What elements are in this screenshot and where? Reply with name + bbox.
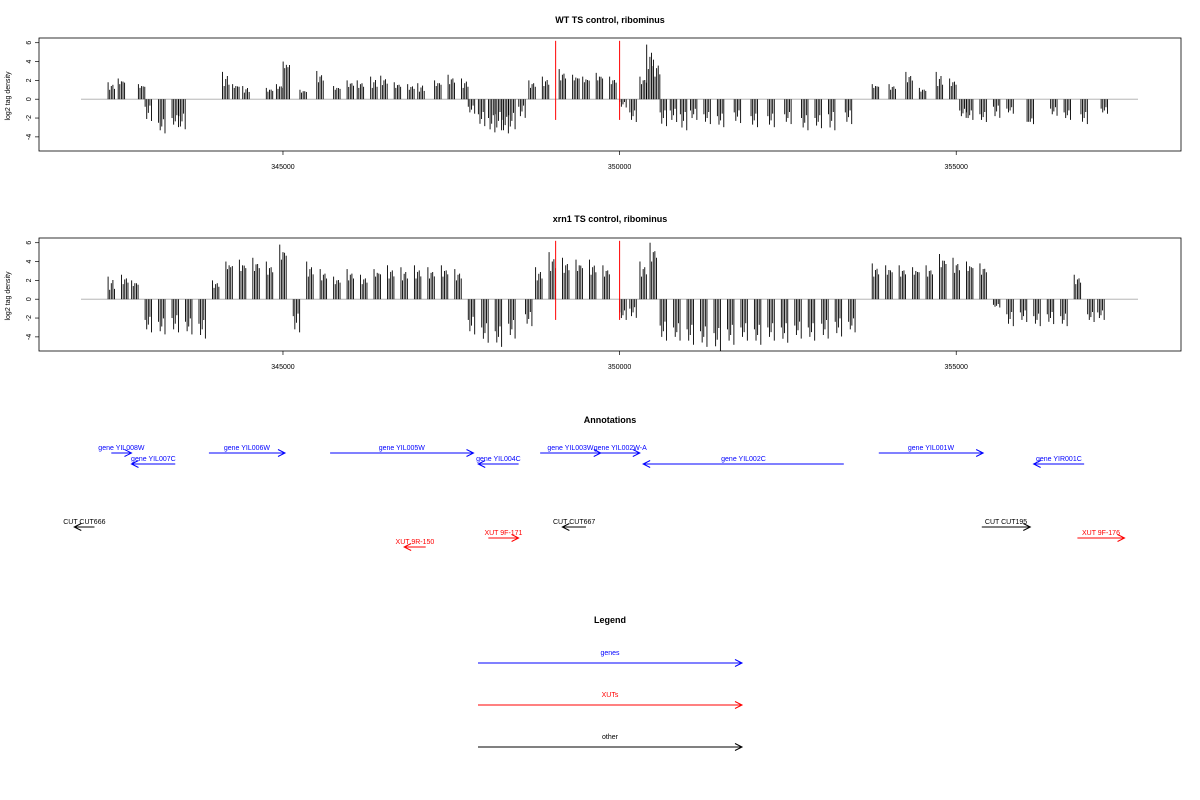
xrn1-markers	[555, 240, 621, 320]
xrn1-x-tick-label: 355000	[945, 364, 968, 371]
wt-x-tick-label: 350000	[608, 164, 631, 171]
feature-arrow-head	[1023, 523, 1032, 531]
xrn1-density-panel: xrn1 TS control, ribominus log2 tag dens…	[5, 214, 1182, 371]
legend-title: Legend	[594, 615, 626, 625]
legend-label: genes	[600, 650, 620, 657]
feature-label: gene YIL008W	[98, 445, 145, 452]
xrn1-y-tick-label: -4	[26, 334, 33, 340]
feature-label: CUT CUT666	[63, 519, 105, 526]
feature-arrow	[330, 449, 475, 457]
feature-arrow	[642, 460, 844, 468]
annotation-features: gene YIL008W gene YIL007C gene YIL006W gene…	[63, 445, 1126, 551]
wt-bars	[107, 44, 1108, 134]
feature-arrow	[130, 460, 176, 468]
feature-label: XUT 9R-150	[396, 539, 435, 546]
wt-y-tick-label: 4	[26, 59, 33, 63]
wt-y-ticks: -4 -2 0 2 4 6	[26, 41, 39, 140]
feature-label: CUT CUT667	[553, 519, 595, 526]
wt-x-ticks: 345000 350000 355000	[271, 151, 968, 171]
feature-label: gene YIR001C	[1036, 456, 1082, 463]
feature-label: gene YIL006W	[224, 445, 271, 452]
feature-label: gene YIL002W-A	[594, 445, 647, 452]
legend-arrow-head	[734, 701, 744, 709]
feature-label: CUT CUT195	[985, 519, 1027, 526]
feature-arrow-head	[277, 449, 287, 457]
wt-x-tick-label: 345000	[271, 164, 294, 171]
feature-arrow-head	[1117, 534, 1126, 542]
feature-arrow-head	[73, 523, 82, 531]
xrn1-y-tick-label: -2	[26, 315, 33, 321]
wt-panel-title: WT TS control, ribominus	[555, 15, 665, 25]
legend-items: genes XUTs other	[478, 650, 744, 751]
feature-arrow	[73, 523, 95, 531]
xrn1-y-tick-label: 4	[26, 259, 33, 263]
feature-label: gene YIL001W	[908, 445, 955, 452]
xrn1-y-ticks: -4 -2 0 2 4 6	[26, 241, 39, 340]
legend-label: XUTs	[602, 692, 619, 699]
xrn1-bars	[107, 242, 1105, 351]
feature-arrow	[1077, 534, 1126, 542]
feature-arrow-head	[403, 543, 412, 551]
feature-arrow	[111, 449, 133, 457]
feature-arrow	[488, 534, 520, 542]
annotations-title: Annotations	[584, 415, 637, 425]
xrn1-x-ticks: 345000 350000 355000	[271, 351, 968, 371]
feature-label: gene YIL007C	[131, 456, 176, 463]
feature-label: gene YIL003W	[547, 445, 594, 452]
feature-arrow	[981, 523, 1032, 531]
xrn1-x-tick-label: 350000	[608, 364, 631, 371]
feature-arrow	[477, 460, 519, 468]
feature-arrow-head	[1032, 460, 1041, 468]
xrn1-plot-frame	[38, 237, 1182, 352]
wt-density-panel: WT TS control, ribominus log2 tag densit…	[5, 15, 1182, 171]
feature-label: gene YIL004C	[476, 456, 521, 463]
xrn1-y-tick-label: 2	[26, 278, 33, 282]
wt-plot-frame	[38, 37, 1182, 152]
legend: Legend genes XUTs other	[478, 615, 744, 751]
wt-markers	[555, 40, 621, 120]
feature-arrow-head	[975, 449, 985, 457]
wt-y-tick-label: -4	[26, 134, 33, 140]
wt-y-axis-label: log2 tag density	[5, 71, 12, 121]
legend-arrow-head	[734, 743, 744, 751]
xrn1-y-tick-label: 6	[26, 241, 33, 245]
feature-arrow	[878, 449, 985, 457]
feature-arrow-head	[511, 534, 520, 542]
legend-arrow-head	[734, 659, 744, 667]
feature-arrow-head	[466, 449, 475, 457]
wt-y-tick-label: 6	[26, 41, 33, 45]
wt-y-tick-label: 2	[26, 78, 33, 82]
legend-arrow	[478, 659, 744, 667]
legend-label: other	[602, 734, 619, 741]
feature-arrow-head	[130, 460, 139, 468]
wt-x-tick-label: 355000	[945, 164, 968, 171]
feature-label: XUT 9F-171	[484, 530, 522, 537]
feature-arrow	[1032, 460, 1085, 468]
feature-arrow	[403, 543, 426, 551]
feature-arrow-head	[632, 449, 641, 457]
feature-label: gene YIL002C	[721, 456, 766, 463]
wt-y-tick-label: -2	[26, 115, 33, 121]
feature-arrow-head	[642, 460, 651, 468]
feature-label: XUT 9F-176	[1082, 530, 1120, 537]
xrn1-panel-title: xrn1 TS control, ribominus	[553, 214, 668, 224]
feature-arrow	[600, 449, 641, 457]
feature-arrow	[561, 523, 586, 531]
xrn1-y-axis-label: log2 tag density	[5, 271, 12, 321]
legend-arrow	[478, 701, 744, 709]
feature-arrow	[208, 449, 287, 457]
xrn1-y-tick-label: 0	[26, 297, 33, 301]
feature-arrow-head	[561, 523, 570, 531]
xrn1-x-tick-label: 345000	[271, 364, 294, 371]
feature-label: gene YIL005W	[379, 445, 426, 452]
legend-arrow	[478, 743, 744, 751]
feature-arrow-head	[477, 460, 486, 468]
wt-y-tick-label: 0	[26, 97, 33, 101]
feature-arrow-head	[124, 449, 133, 457]
